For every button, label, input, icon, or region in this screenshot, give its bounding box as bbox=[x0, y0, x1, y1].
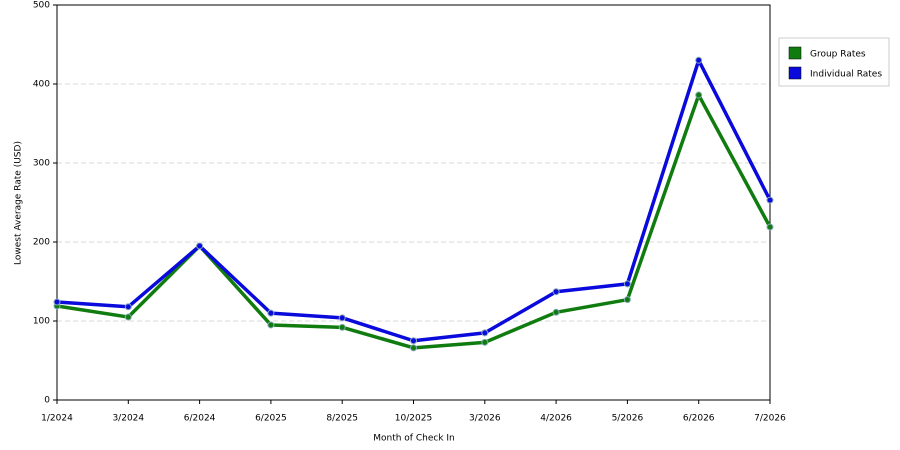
point bbox=[766, 223, 774, 231]
y-tick-label: 400 bbox=[33, 80, 50, 90]
point bbox=[481, 338, 489, 346]
legend-swatch bbox=[788, 46, 802, 60]
legend-label: Group Rates bbox=[810, 50, 866, 60]
x-tick-label: 5/2026 bbox=[612, 414, 644, 424]
point bbox=[481, 329, 489, 337]
x-tick-label: 8/2025 bbox=[326, 414, 358, 424]
y-axis-label: Lowest Average Rate (USD) bbox=[14, 141, 24, 265]
x-tick-label: 6/2025 bbox=[255, 414, 287, 424]
legend: Group Rates Individual Rates bbox=[778, 37, 890, 87]
x-tick-label: 10/2025 bbox=[395, 414, 432, 424]
x-tick-label: 3/2026 bbox=[469, 414, 501, 424]
point bbox=[766, 196, 774, 204]
y-tick-label: 300 bbox=[33, 159, 50, 169]
point bbox=[410, 344, 417, 352]
point bbox=[267, 309, 275, 317]
point bbox=[338, 314, 346, 322]
point bbox=[53, 298, 61, 306]
x-tick-label: 7/2026 bbox=[754, 414, 786, 424]
point bbox=[552, 288, 560, 296]
y-tick-label: 0 bbox=[44, 396, 50, 406]
point bbox=[338, 323, 346, 331]
legend-swatch bbox=[788, 66, 802, 80]
x-tick-label: 3/2024 bbox=[112, 414, 144, 424]
series-line bbox=[56, 93, 772, 350]
y-tick-label: 100 bbox=[33, 317, 50, 327]
x-tick-label: 6/2024 bbox=[184, 414, 216, 424]
point bbox=[124, 303, 132, 311]
x-tick-label: 4/2026 bbox=[540, 414, 572, 424]
y-tick-label: 200 bbox=[33, 238, 50, 248]
x-tick-label: 1/2024 bbox=[41, 414, 73, 424]
point bbox=[695, 91, 703, 99]
y-tick-label: 500 bbox=[33, 1, 50, 11]
point bbox=[267, 321, 275, 329]
x-axis-label: Month of Check In bbox=[373, 434, 455, 444]
point bbox=[552, 308, 560, 316]
x-tick-label: 6/2026 bbox=[683, 414, 715, 424]
point bbox=[410, 337, 417, 345]
legend-label: Individual Rates bbox=[810, 70, 882, 80]
point bbox=[623, 296, 631, 304]
point bbox=[196, 242, 204, 250]
point bbox=[695, 56, 703, 64]
point bbox=[124, 313, 132, 321]
point bbox=[623, 280, 631, 288]
